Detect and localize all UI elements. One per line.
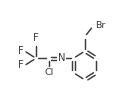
Text: F: F	[18, 60, 23, 70]
Text: Cl: Cl	[44, 68, 53, 77]
Text: Br: Br	[94, 21, 104, 30]
Text: F: F	[18, 46, 23, 56]
Text: F: F	[33, 33, 39, 43]
Text: N: N	[58, 53, 65, 63]
